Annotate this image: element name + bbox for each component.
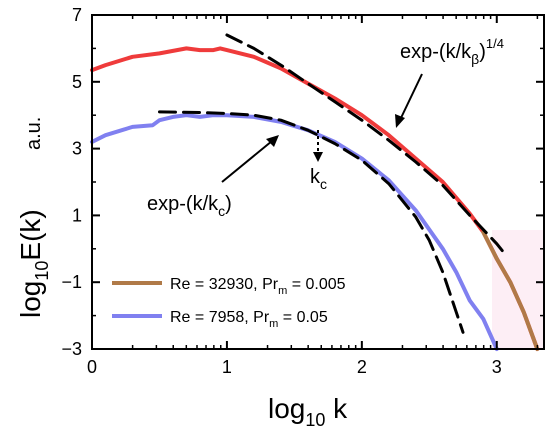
annotation-kbeta: exp-(k/kβ)1/4 bbox=[400, 36, 504, 67]
legend: Re = 32930, Prm = 0.005 Re = 7958, Prm =… bbox=[112, 276, 346, 330]
x-tick-label: 1 bbox=[222, 357, 232, 377]
series-line-1 bbox=[90, 113, 499, 351]
axes-layer: 0 1 2 3 −3 −1 1 3 5 7 bbox=[61, 5, 545, 377]
arrow-kbeta bbox=[395, 73, 423, 128]
y-tick-label: 5 bbox=[72, 72, 82, 92]
kc-marker-arrow bbox=[313, 130, 323, 162]
y-tick-label: 1 bbox=[72, 205, 82, 225]
x-axis-title: log10 k bbox=[268, 393, 348, 430]
series-tail-0 bbox=[481, 230, 540, 351]
y-tick-label: 3 bbox=[72, 139, 82, 159]
arrow-kc bbox=[221, 135, 279, 183]
y-tick-label: 7 bbox=[72, 5, 82, 25]
series-layer bbox=[90, 33, 540, 351]
y-tick-label: −1 bbox=[61, 272, 82, 292]
series-line-2 bbox=[225, 33, 508, 257]
x-tick-label: 3 bbox=[492, 357, 502, 377]
kc-marker-label: kc bbox=[310, 166, 327, 192]
y-axis-unit: a.u. bbox=[23, 117, 45, 150]
y-tick-label: −3 bbox=[61, 339, 82, 359]
x-tick-label: 2 bbox=[357, 357, 367, 377]
annotation-kc: exp-(k/kc) bbox=[147, 193, 232, 219]
x-tick-label: 0 bbox=[87, 357, 97, 377]
y-axis-title: log10E(k) bbox=[15, 209, 52, 318]
legend-label-re7958: Re = 7958, Prm = 0.05 bbox=[170, 309, 328, 330]
series-line-3 bbox=[158, 110, 465, 334]
legend-label-re32930: Re = 32930, Prm = 0.005 bbox=[170, 276, 346, 297]
